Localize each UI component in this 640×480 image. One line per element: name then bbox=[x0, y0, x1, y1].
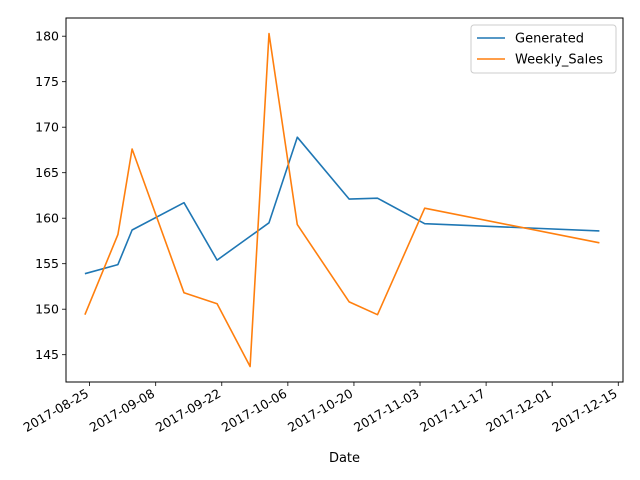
y-tick-label: 175 bbox=[35, 74, 59, 89]
y-tick-label: 145 bbox=[35, 347, 59, 362]
legend: Generated Weekly_Sales bbox=[470, 24, 617, 74]
y-tick-label: 150 bbox=[35, 302, 59, 317]
y-tick-label: 170 bbox=[35, 120, 59, 135]
y-tick-label: 165 bbox=[35, 165, 59, 180]
series-line-0 bbox=[84, 136, 600, 275]
y-tick-label: 155 bbox=[35, 256, 59, 271]
series-layer bbox=[84, 32, 600, 368]
y-tick-label: 160 bbox=[35, 211, 59, 226]
x-axis-label: Date bbox=[329, 451, 360, 466]
plot-frame bbox=[65, 17, 624, 383]
y-axis: 145 150 155 160 165 170 175 180 bbox=[35, 29, 66, 362]
legend-label-0: Generated bbox=[515, 32, 584, 47]
legend-label-1: Weekly_Sales bbox=[515, 53, 603, 68]
legend-box bbox=[470, 24, 617, 74]
y-tick-label: 180 bbox=[35, 29, 59, 44]
series-line-1 bbox=[84, 32, 600, 368]
